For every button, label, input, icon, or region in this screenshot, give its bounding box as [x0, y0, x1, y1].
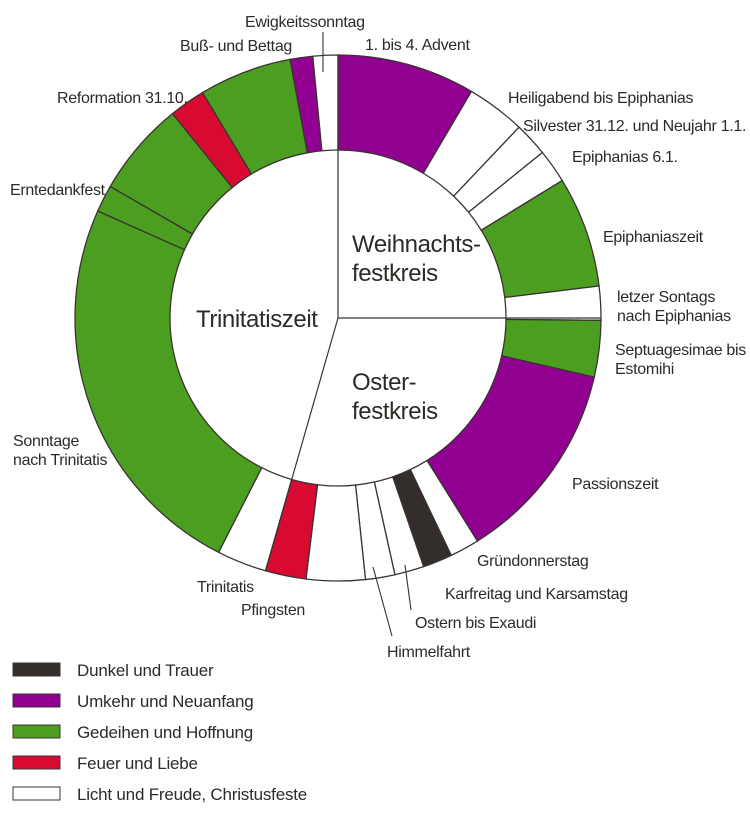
label-septuagesimae-line-2: Estomihi: [615, 361, 674, 378]
festkreis-divider-trinitatiszeit: [264, 317, 339, 571]
legend-label-feuer: Feuer und Liebe: [77, 754, 198, 773]
label-passionszeit: Passionszeit: [572, 476, 659, 493]
inner-label-osterfestkreis-line-2: festkreis: [352, 398, 438, 425]
legend-swatch-dunkel: [12, 662, 61, 677]
legend-label-gedeihen: Gedeihen und Hoffnung: [77, 723, 253, 742]
inner-label-weihnachtsfestkreis-line-2: festkreis: [352, 260, 438, 287]
label-epiphaniaszeit: Epiphaniaszeit: [603, 229, 704, 246]
leader-line-himmelfahrt: [372, 566, 393, 637]
legend-label-licht: Licht und Freude, Christusfeste: [77, 785, 307, 804]
legend-swatch-umkehr: [12, 693, 61, 708]
label-trinitatis: Trinitatis: [197, 579, 254, 596]
label-advent: 1. bis 4. Advent: [365, 37, 470, 54]
label-erntedankfest: Erntedankfest: [10, 182, 106, 199]
label-karfreitag-karsamstag: Karfreitag und Karsamstag: [445, 586, 628, 603]
inner-label-osterfestkreis-line-1: Oster-: [352, 369, 416, 396]
label-ewigkeitssonntag: Ewigkeitssonntag: [245, 14, 365, 31]
label-silvester-neujahr: Silvester 31.12. und Neujahr 1.1.: [523, 118, 746, 135]
leader-line-ostern-bis-exaudi: [404, 564, 412, 611]
legend-swatch-gedeihen: [12, 724, 61, 739]
inner-label-osterfestkreis: Oster-festkreis: [352, 369, 438, 425]
label-reformation: Reformation 31.10.: [57, 90, 188, 107]
legend-swatch-feuer: [12, 755, 61, 770]
segment-sonntage-nach-trinitatis: [74, 210, 263, 554]
inner-label-weihnachtsfestkreis-line-1: Weihnachts-: [352, 231, 481, 258]
inner-label-weihnachtsfestkreis: Weihnachts-festkreis: [352, 231, 481, 287]
segment-passionszeit: [426, 355, 596, 542]
label-septuagesimae: Septuagesimae bis Estomihi: [615, 342, 746, 378]
legend-label-umkehr: Umkehr und Neuanfang: [77, 692, 254, 711]
label-himmelfahrt: Himmelfahrt: [387, 644, 471, 661]
legend-label-dunkel: Dunkel und Trauer: [77, 661, 214, 680]
label-buss-und-bettag: Buß- und Bettag: [180, 38, 292, 55]
label-letzer-sontags-line-1: letzer Sontags: [617, 289, 715, 306]
legend-swatch-licht: [12, 786, 61, 801]
inner-label-trinitatiszeit: Trinitatiszeit: [196, 306, 318, 333]
label-sonntage-nach-trinitatis-line-2: nach Trinitatis: [13, 452, 108, 469]
inner-label-trinitatiszeit-line-1: Trinitatiszeit: [196, 306, 318, 333]
label-ostern-bis-exaudi: Ostern bis Exaudi: [415, 615, 536, 632]
label-pfingsten: Pfingsten: [241, 602, 305, 619]
label-sonntage-nach-trinitatis: Sonntage nach Trinitatis: [13, 433, 108, 469]
label-epiphanias-6-1: Epiphanias 6.1.: [572, 149, 678, 166]
label-letzer-sontags-line-2: nach Epiphanias: [617, 308, 731, 325]
label-letzer-sontags: letzer Sontags nach Epiphanias: [617, 289, 731, 325]
label-septuagesimae-line-1: Septuagesimae bis: [615, 342, 746, 359]
label-gruendonnerstag: Gründonnerstag: [477, 553, 588, 570]
label-heiligabend: Heiligabend bis Epiphanias: [508, 90, 694, 107]
label-sonntage-nach-trinitatis-line-1: Sonntage: [13, 433, 80, 450]
